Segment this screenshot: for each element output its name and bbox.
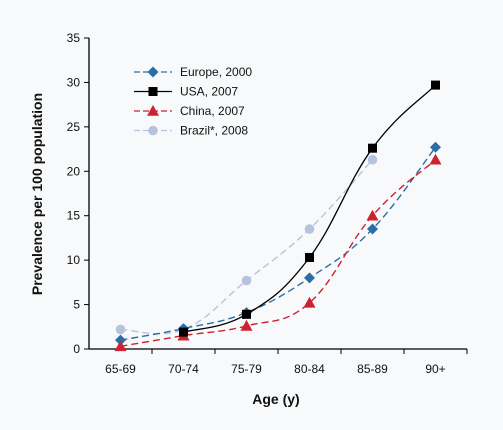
data-point: [115, 324, 126, 335]
legend-item: USA, 2007: [134, 85, 238, 99]
data-point: [240, 319, 253, 331]
legend-marker: [147, 66, 159, 78]
y-tick-label: 35: [67, 31, 81, 45]
data-point: [429, 153, 442, 165]
legend-label: Brazil*, 2008: [180, 124, 248, 138]
x-tick-label: 75-79: [231, 362, 262, 376]
data-point: [366, 209, 379, 221]
data-point: [430, 141, 441, 153]
y-tick-label: 20: [67, 164, 81, 178]
data-point: [179, 327, 188, 337]
data-point: [367, 223, 378, 235]
legend-label: USA, 2007: [180, 85, 238, 99]
data-point: [304, 272, 315, 284]
y-tick-label: 25: [67, 120, 81, 134]
x-axis-title: Age (y): [252, 391, 299, 407]
y-axis-title: Prevalence per 100 population: [29, 93, 45, 295]
data-point: [114, 340, 127, 352]
data-point: [241, 275, 252, 286]
legend-marker: [148, 125, 158, 136]
data-point: [242, 309, 251, 319]
y-tick-label: 30: [67, 75, 81, 89]
legend-marker: [148, 87, 158, 96]
series-china-2007: [114, 153, 442, 352]
legend-item: Europe, 2000: [134, 65, 252, 79]
data-point: [368, 143, 377, 153]
x-tick-label: 65-69: [105, 362, 136, 376]
series-line: [120, 159, 436, 348]
data-point: [305, 252, 314, 262]
series-europe-2000: [115, 141, 441, 346]
data-point: [367, 154, 378, 165]
series-line: [120, 146, 437, 341]
chart-series: [114, 80, 442, 352]
chart-legend: Europe, 2000 USA, 2007 China, 2007 Brazil*,…: [134, 65, 252, 138]
legend-label: China, 2007: [180, 104, 245, 118]
legend-item: China, 2007: [134, 104, 245, 118]
x-tick-label: 90+: [425, 362, 445, 376]
legend-marker: [147, 105, 159, 116]
x-tick-label: 80-84: [294, 362, 325, 376]
legend-item: Brazil*, 2008: [134, 124, 248, 138]
series-line: [183, 84, 436, 333]
y-tick-label: 15: [67, 209, 81, 223]
data-point: [431, 80, 440, 90]
y-tick-label: 5: [73, 298, 80, 312]
x-tick-label: 70-74: [168, 362, 199, 376]
x-tick-label: 85-89: [357, 362, 388, 376]
y-tick-label: 0: [73, 342, 80, 356]
data-point: [304, 224, 315, 234]
y-tick-label: 10: [67, 253, 81, 267]
data-point: [115, 334, 126, 346]
legend-label: Europe, 2000: [180, 65, 252, 79]
chart-axes: 0 5 10 15 20 25 30 35 65-69 70-74 75-79 80-84 85-89 9…: [67, 31, 468, 376]
series-usa-2007: [179, 80, 440, 337]
data-point: [303, 296, 316, 308]
